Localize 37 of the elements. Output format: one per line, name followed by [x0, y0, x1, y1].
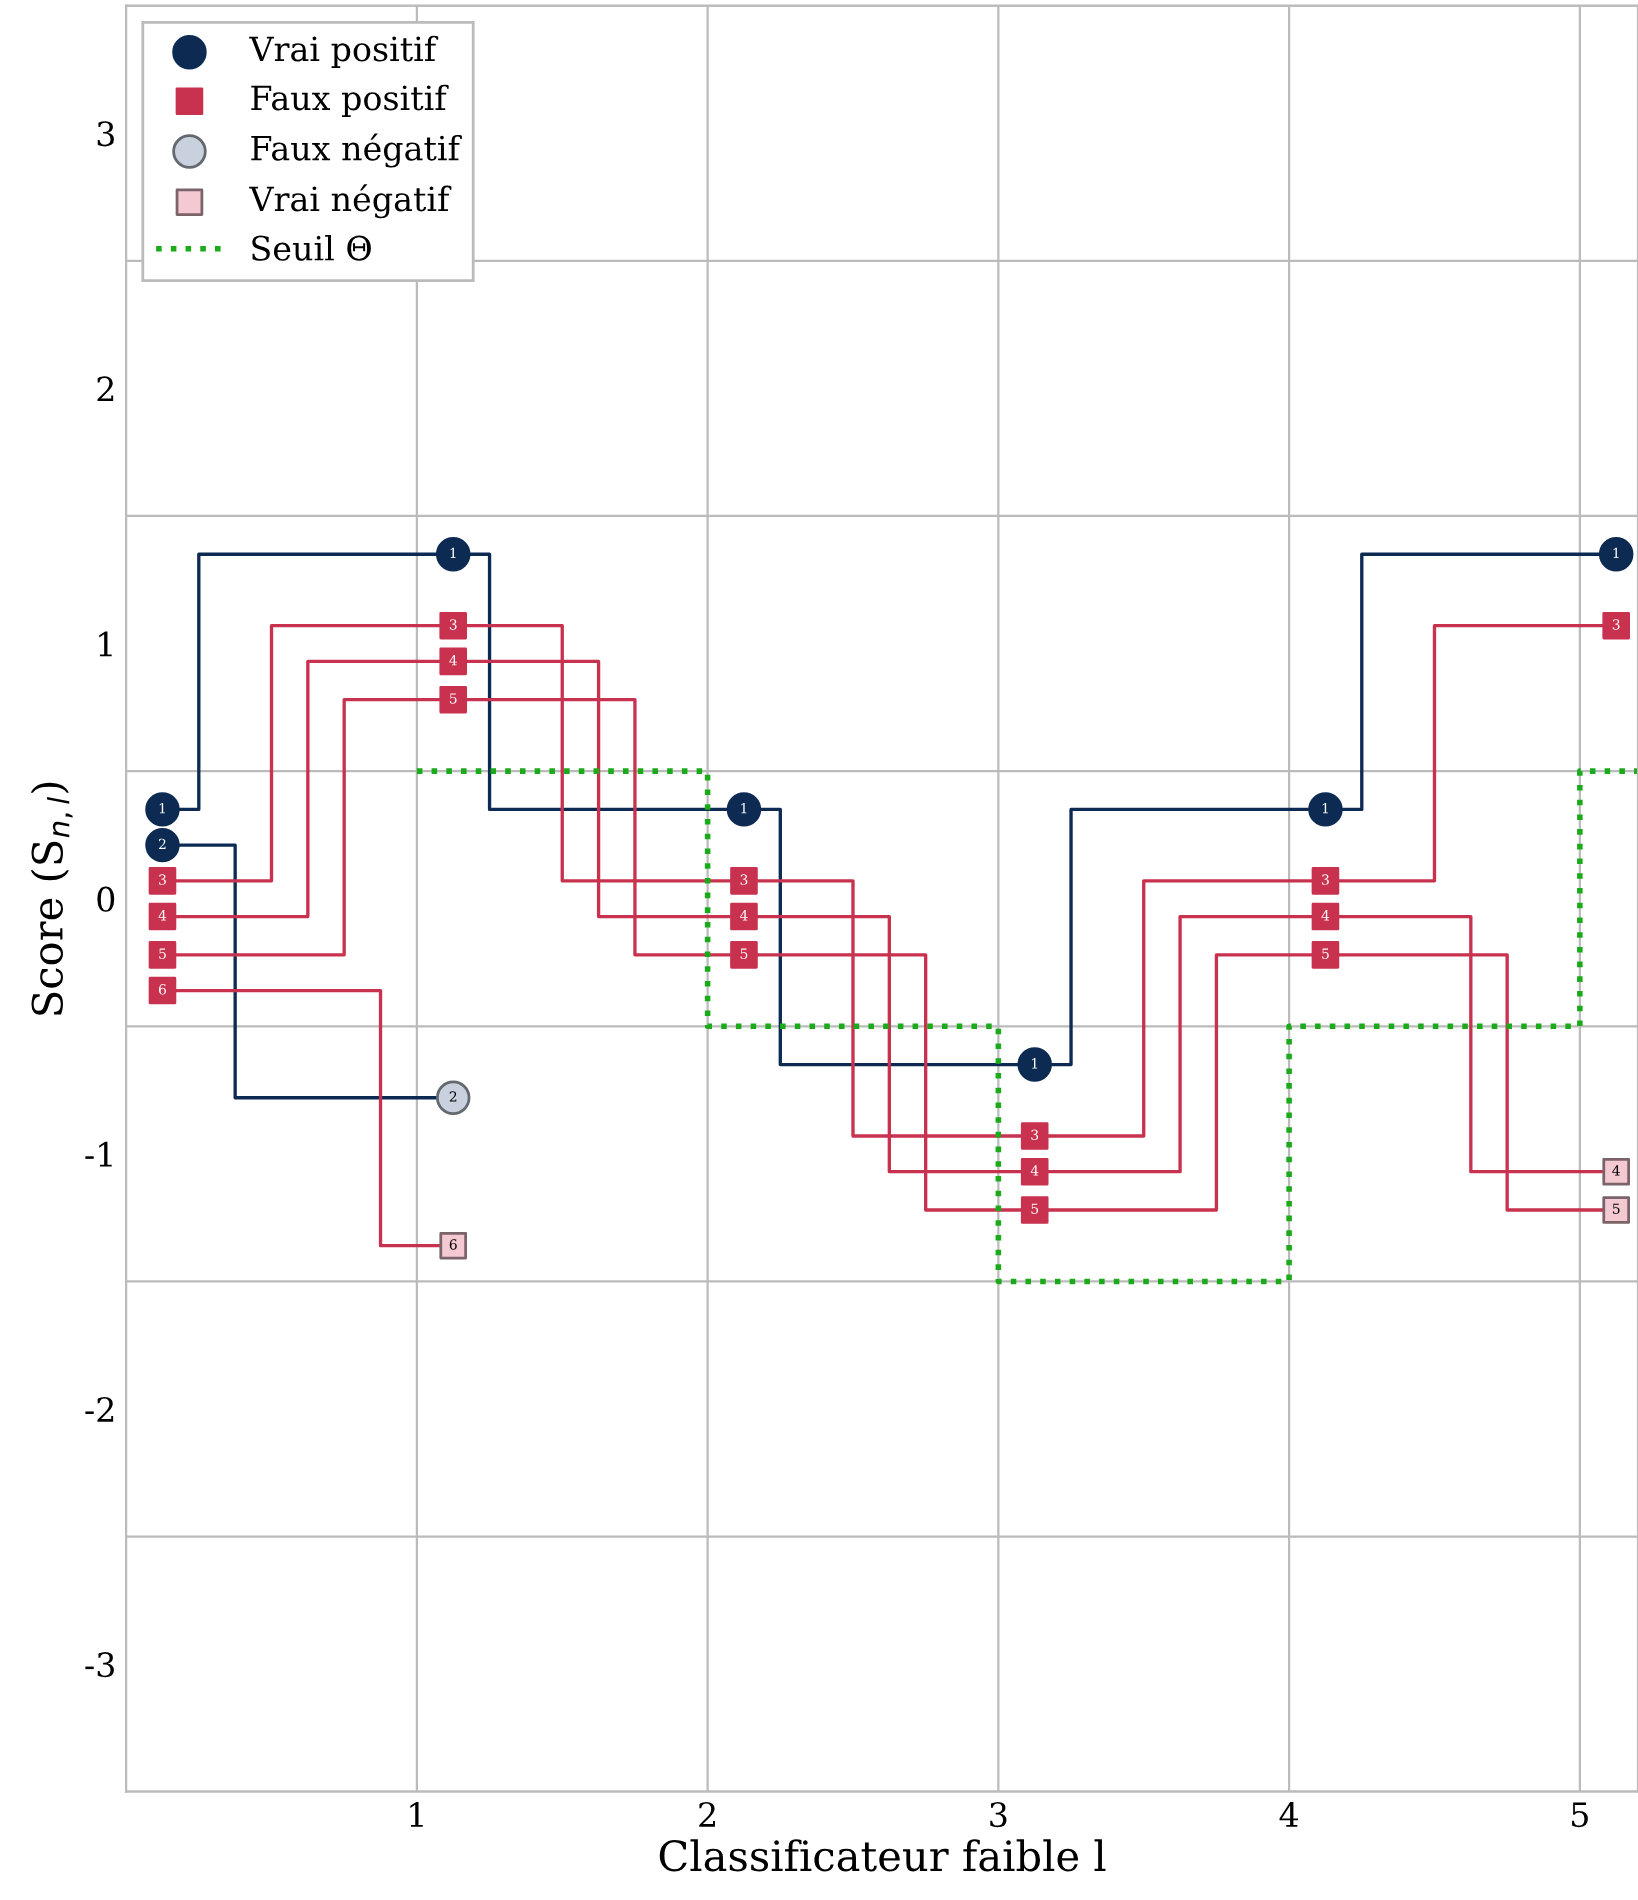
point — [1308, 792, 1343, 827]
point — [145, 827, 180, 863]
point — [145, 792, 180, 827]
point — [1017, 1047, 1052, 1082]
point — [1311, 941, 1340, 969]
x-tick-label: 5 — [1572, 1802, 1588, 1828]
legend-label: Faux négatif — [251, 133, 462, 168]
y-tick-label: 2 — [97, 376, 114, 402]
point — [1020, 1196, 1049, 1224]
y-tick-label: -2 — [85, 1396, 114, 1422]
point — [148, 976, 177, 1005]
y-tick-label: -3 — [85, 1652, 114, 1678]
y-axis-title: Score (S$_{n,l}$) — [30, 782, 73, 1015]
y-tick-label: 1 — [99, 631, 112, 657]
point — [435, 537, 471, 572]
point — [1602, 1196, 1631, 1224]
point — [148, 941, 177, 969]
legend-label: Vrai négatif — [249, 184, 452, 219]
point — [726, 792, 762, 827]
legend-label: Faux positif — [251, 84, 449, 117]
point — [1020, 1122, 1049, 1150]
x-tick-label: 2 — [699, 1802, 715, 1827]
point — [1311, 867, 1340, 895]
legend-label: Seuil Θ — [252, 235, 371, 261]
x-tick-label: 3 — [990, 1802, 1007, 1828]
point — [1598, 537, 1634, 572]
x-tick-label: 4 — [1279, 1802, 1299, 1827]
point — [435, 1080, 471, 1115]
y-tick-label: 3 — [97, 121, 114, 147]
legend-label: Vrai positif — [249, 35, 439, 68]
point — [439, 685, 468, 714]
y-tick-label: -1 — [85, 1141, 112, 1167]
x-axis-title: Classificateur faible l — [659, 1839, 1106, 1872]
y-tick-label: 0 — [97, 886, 115, 912]
point — [148, 867, 177, 895]
point — [439, 611, 468, 640]
x-tick-label: 1 — [410, 1802, 423, 1827]
